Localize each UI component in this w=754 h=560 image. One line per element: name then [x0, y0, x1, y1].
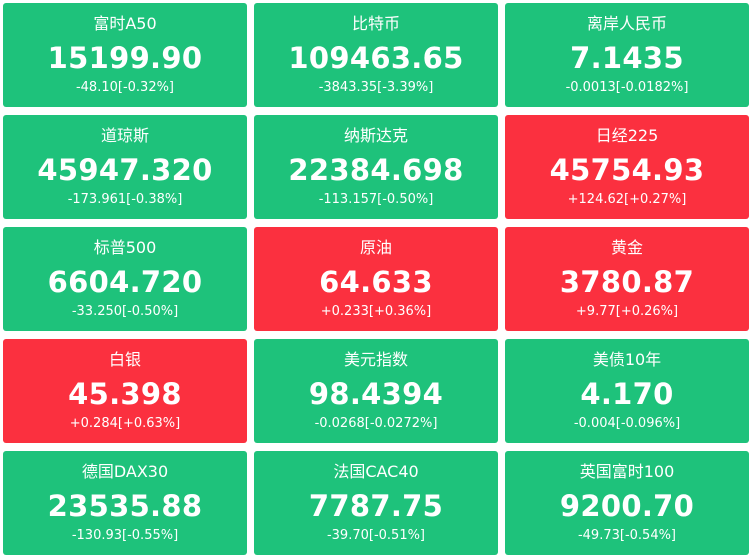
quote-tile-crude-oil[interactable]: 原油 64.633 +0.233[+0.36%] — [254, 227, 498, 331]
tile-price: 15199.90 — [47, 41, 203, 75]
tile-name: 德国DAX30 — [81, 462, 169, 481]
tile-change: -130.93[-0.55%] — [71, 528, 179, 543]
tile-price: 23535.88 — [47, 489, 203, 523]
quote-tile-dax-30[interactable]: 德国DAX30 23535.88 -130.93[-0.55%] — [3, 451, 247, 555]
tile-change: -39.70[-0.51%] — [326, 528, 426, 543]
quote-tile-silver[interactable]: 白银 45.398 +0.284[+0.63%] — [3, 339, 247, 443]
quote-tile-ftse-a50[interactable]: 富时A50 15199.90 -48.10[-0.32%] — [3, 3, 247, 107]
tile-price: 3780.87 — [559, 265, 695, 299]
tile-name: 日经225 — [595, 126, 659, 145]
tile-name: 道琼斯 — [100, 126, 149, 145]
tile-change: -33.250[-0.50%] — [71, 304, 179, 319]
tile-name: 美债10年 — [592, 350, 662, 369]
tile-change: -48.10[-0.32%] — [75, 80, 175, 95]
quote-tile-us-10y-treasury[interactable]: 美债10年 4.170 -0.004[-0.096%] — [505, 339, 749, 443]
tile-name: 纳斯达克 — [343, 126, 408, 145]
tile-name: 标普500 — [93, 238, 157, 257]
tile-price: 7787.75 — [308, 489, 444, 523]
quote-tile-ftse-100[interactable]: 英国富时100 9200.70 -49.73[-0.54%] — [505, 451, 749, 555]
tile-price: 45947.320 — [37, 153, 213, 187]
tile-price: 22384.698 — [288, 153, 464, 187]
tile-change: -0.0013[-0.0182%] — [565, 80, 689, 95]
tile-name: 原油 — [359, 238, 392, 257]
quote-tile-sp-500[interactable]: 标普500 6604.720 -33.250[-0.50%] — [3, 227, 247, 331]
tile-price: 9200.70 — [559, 489, 695, 523]
tile-price: 7.1435 — [570, 41, 684, 75]
tile-change: -0.0268[-0.0272%] — [314, 416, 438, 431]
quote-tile-bitcoin[interactable]: 比特币 109463.65 -3843.35[-3.39%] — [254, 3, 498, 107]
tile-name: 黄金 — [610, 238, 643, 257]
quote-tile-nikkei-225[interactable]: 日经225 45754.93 +124.62[+0.27%] — [505, 115, 749, 219]
tile-price: 64.633 — [319, 265, 433, 299]
tile-name: 比特币 — [351, 14, 400, 33]
tile-price: 4.170 — [580, 377, 674, 411]
quote-tile-nasdaq[interactable]: 纳斯达克 22384.698 -113.157[-0.50%] — [254, 115, 498, 219]
tile-change: +124.62[+0.27%] — [567, 192, 687, 207]
tile-name: 富时A50 — [93, 14, 157, 33]
quote-tile-gold[interactable]: 黄金 3780.87 +9.77[+0.26%] — [505, 227, 749, 331]
tile-change: +0.233[+0.36%] — [320, 304, 432, 319]
quote-tile-cac-40[interactable]: 法国CAC40 7787.75 -39.70[-0.51%] — [254, 451, 498, 555]
tile-change: -173.961[-0.38%] — [67, 192, 183, 207]
tile-change: +0.284[+0.63%] — [69, 416, 181, 431]
tile-name: 英国富时100 — [579, 462, 675, 481]
tile-change: -113.157[-0.50%] — [318, 192, 434, 207]
tile-price: 45.398 — [68, 377, 182, 411]
tile-name: 离岸人民币 — [586, 14, 667, 33]
tile-name: 美元指数 — [343, 350, 408, 369]
tile-change: +9.77[+0.26%] — [575, 304, 679, 319]
quote-tile-dow-jones[interactable]: 道琼斯 45947.320 -173.961[-0.38%] — [3, 115, 247, 219]
tile-name: 白银 — [108, 350, 141, 369]
tile-change: -49.73[-0.54%] — [577, 528, 677, 543]
tile-price: 109463.65 — [288, 41, 464, 75]
tile-price: 6604.720 — [47, 265, 203, 299]
tile-name: 法国CAC40 — [333, 462, 419, 481]
tile-price: 45754.93 — [549, 153, 705, 187]
tile-change: -0.004[-0.096%] — [573, 416, 681, 431]
quote-tile-offshore-cny[interactable]: 离岸人民币 7.1435 -0.0013[-0.0182%] — [505, 3, 749, 107]
quote-tile-dollar-index[interactable]: 美元指数 98.4394 -0.0268[-0.0272%] — [254, 339, 498, 443]
tile-price: 98.4394 — [308, 377, 444, 411]
tile-change: -3843.35[-3.39%] — [318, 80, 434, 95]
